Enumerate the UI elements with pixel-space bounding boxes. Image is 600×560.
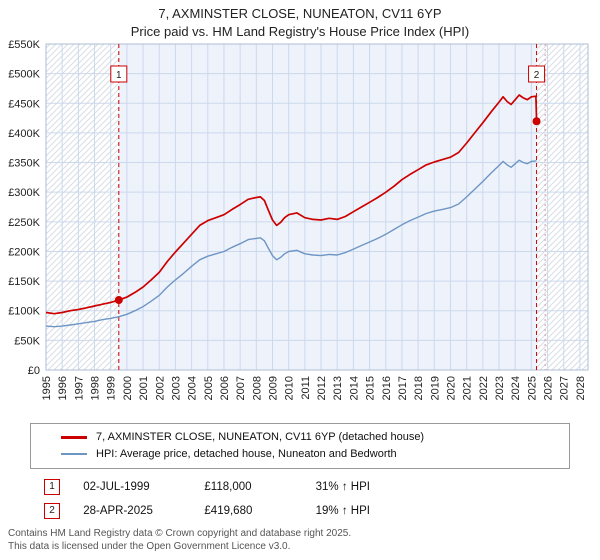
sale-2-price: £419,680 (204, 505, 253, 518)
svg-text:2007: 2007 (235, 376, 247, 400)
license-note: Contains HM Land Registry data © Crown c… (8, 527, 600, 553)
price-history-chart: £0 £50K £100K £150K £200K £250K £300K £350K £400… (8, 39, 589, 400)
sale-1-marker-badge: 1 (44, 479, 60, 495)
license-line-2: This data is licensed under the Open Gov… (8, 541, 291, 552)
svg-text:2021: 2021 (462, 376, 474, 400)
hpi-line-swatch (61, 453, 87, 456)
svg-text:£50K: £50K (14, 335, 40, 347)
sale-row-1: 1 02-JUL-1999 £118,000 31% ↑ HPI (44, 479, 600, 495)
svg-text:2024: 2024 (510, 376, 522, 400)
svg-text:2025: 2025 (526, 376, 538, 400)
chart-header: 7, AXMINSTER CLOSE, NUNEATON, CV11 6YP P… (0, 0, 600, 40)
svg-text:2012: 2012 (316, 376, 328, 400)
svg-text:2004: 2004 (187, 376, 199, 400)
svg-text:£0: £0 (28, 365, 40, 377)
svg-text:£550K: £550K (8, 40, 40, 51)
svg-text:£150K: £150K (8, 276, 40, 288)
svg-text:£300K: £300K (8, 187, 40, 199)
legend-item-property: 7, AXMINSTER CLOSE, NUNEATON, CV11 6YP (… (61, 429, 561, 446)
chart-legend: 7, AXMINSTER CLOSE, NUNEATON, CV11 6YP (… (30, 423, 570, 469)
svg-text:2: 2 (534, 70, 540, 81)
svg-text:2010: 2010 (284, 376, 296, 400)
svg-text:2023: 2023 (494, 376, 506, 400)
svg-text:£100K: £100K (8, 306, 40, 318)
svg-text:2014: 2014 (348, 376, 360, 400)
svg-text:2028: 2028 (575, 376, 587, 400)
svg-text:£500K: £500K (8, 69, 40, 81)
svg-text:£400K: £400K (8, 128, 40, 140)
license-line-1: Contains HM Land Registry data © Crown c… (8, 528, 352, 539)
svg-text:2019: 2019 (429, 376, 441, 400)
svg-text:2002: 2002 (154, 376, 166, 400)
svg-text:2000: 2000 (122, 376, 134, 400)
svg-text:2020: 2020 (445, 376, 457, 400)
svg-text:2009: 2009 (268, 376, 280, 400)
sale-2-date: 28-APR-2025 (83, 505, 153, 518)
svg-text:£250K: £250K (8, 217, 40, 229)
sale-row-2: 2 28-APR-2025 £419,680 19% ↑ HPI (44, 503, 600, 519)
svg-text:1998: 1998 (90, 376, 102, 400)
svg-text:2006: 2006 (219, 376, 231, 400)
svg-text:1996: 1996 (57, 376, 69, 400)
legend-item-hpi: HPI: Average price, detached house, Nune… (61, 446, 561, 463)
page-subtitle: Price paid vs. HM Land Registry's House … (130, 24, 470, 39)
svg-text:2016: 2016 (381, 376, 393, 400)
sale-1-price: £118,000 (204, 481, 252, 494)
svg-text:2026: 2026 (543, 376, 555, 400)
sales-table: 1 02-JUL-1999 £118,000 31% ↑ HPI 2 28-AP… (44, 479, 600, 519)
svg-text:2018: 2018 (413, 376, 425, 400)
svg-text:2017: 2017 (397, 376, 409, 400)
svg-text:2003: 2003 (170, 376, 182, 400)
legend-label-property: 7, AXMINSTER CLOSE, NUNEATON, CV11 6YP (… (96, 431, 425, 443)
sale-1-hpi-delta: 31% ↑ HPI (315, 481, 370, 494)
sale-2-marker-badge: 2 (44, 503, 60, 519)
sale-2-hpi-delta: 19% ↑ HPI (315, 505, 370, 518)
svg-text:2015: 2015 (365, 376, 377, 400)
svg-text:2013: 2013 (332, 376, 344, 400)
svg-text:2008: 2008 (251, 376, 263, 400)
svg-text:2027: 2027 (559, 376, 571, 400)
svg-text:2022: 2022 (478, 376, 490, 400)
svg-text:1995: 1995 (41, 376, 53, 400)
sale-1-date: 02-JUL-1999 (83, 481, 150, 494)
legend-label-hpi: HPI: Average price, detached house, Nune… (96, 448, 397, 460)
svg-text:1999: 1999 (106, 376, 118, 400)
property-line-swatch (61, 435, 87, 439)
svg-text:2005: 2005 (203, 376, 215, 400)
svg-text:2011: 2011 (300, 376, 312, 400)
page-title: 7, AXMINSTER CLOSE, NUNEATON, CV11 6YP (158, 6, 442, 21)
svg-text:£450K: £450K (8, 98, 40, 110)
svg-text:£200K: £200K (8, 246, 40, 258)
svg-text:1: 1 (116, 70, 122, 81)
svg-text:1997: 1997 (73, 376, 85, 400)
svg-text:£350K: £350K (8, 158, 40, 170)
svg-text:2001: 2001 (138, 376, 150, 400)
